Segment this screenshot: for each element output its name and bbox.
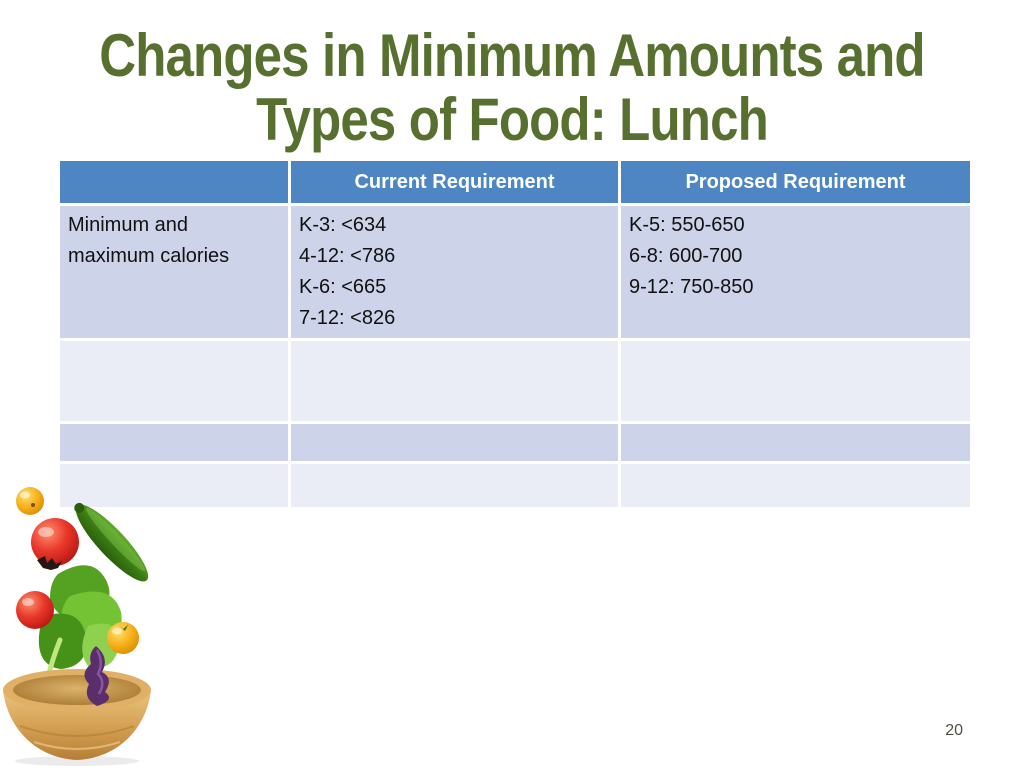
- yellow-tomato-icon: [107, 622, 139, 654]
- slide-title: Changes in Minimum Amounts and Types of …: [99, 22, 925, 153]
- table-row-empty-1: [60, 341, 970, 421]
- table-row-empty-3: [60, 464, 970, 507]
- cell-row-label: [60, 464, 288, 507]
- cell-row-label: [60, 341, 288, 421]
- wooden-bowl-icon: [3, 669, 151, 766]
- cell-row-label: [60, 424, 288, 461]
- cucumber-icon: [74, 502, 149, 582]
- orange-tomato-icon: [16, 487, 44, 515]
- cell-proposed-value: [621, 464, 970, 507]
- table-header-row: Current Requirement Proposed Requirement: [60, 161, 970, 203]
- purple-kale-icon: [84, 646, 110, 706]
- header-cell-current: Current Requirement: [291, 161, 618, 203]
- cherry-tomato-icon: [16, 591, 54, 629]
- header-cell-proposed: Proposed Requirement: [621, 161, 970, 203]
- table-row-calories: Minimum and maximum calories K-3: <634 4…: [60, 206, 970, 338]
- cell-current-value: [291, 341, 618, 421]
- page-number: 20: [945, 722, 963, 739]
- cell-proposed-value: [621, 424, 970, 461]
- lettuce-icon: [38, 565, 122, 681]
- cell-current-value: K-3: <634 4-12: <786 K-6: <665 7-12: <82…: [291, 206, 618, 338]
- cell-proposed-value: K-5: 550-650 6-8: 600-700 9-12: 750-850: [621, 206, 970, 338]
- cell-current-value: [291, 464, 618, 507]
- red-tomato-icon: [31, 518, 79, 570]
- cell-current-value: [291, 424, 618, 461]
- requirements-table: Current Requirement Proposed Requirement…: [57, 158, 973, 510]
- cell-proposed-value: [621, 341, 970, 421]
- vegetables-bowl-illustration: [3, 487, 151, 766]
- cell-row-label: Minimum and maximum calories: [60, 206, 288, 338]
- table-row-empty-2: [60, 424, 970, 461]
- header-cell-blank: [60, 161, 288, 203]
